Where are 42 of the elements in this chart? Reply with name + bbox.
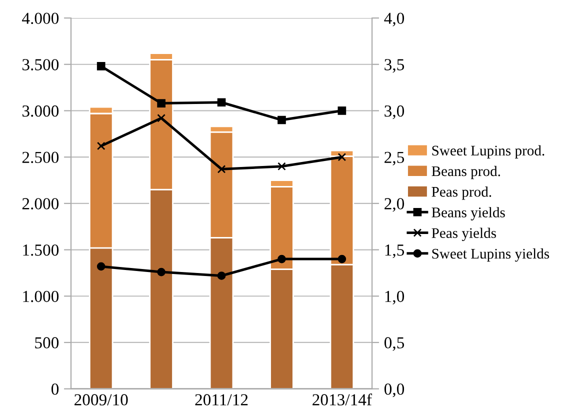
y2-tick-label: 1,5 (385, 244, 404, 258)
y-tick-label: 1.000 (23, 290, 59, 302)
y2-tick-label: 2,5 (384, 152, 404, 166)
y-tick-label: 1.500 (23, 244, 59, 256)
y-tick-label: 3.500 (22, 59, 59, 70)
y2-tick-label: 3,5 (384, 59, 404, 73)
x-tick-label: 2009/10 (74, 394, 128, 406)
point (338, 254, 346, 264)
point (157, 268, 166, 276)
point (338, 152, 346, 162)
y-tick-label: 3.000 (22, 105, 59, 117)
point (96, 262, 106, 271)
legend-label: Sweet Lupins prod. (432, 145, 544, 159)
x-tick-label: 2011/12 (195, 394, 248, 406)
legend-label: Beans prod. (432, 166, 500, 180)
point (217, 164, 226, 174)
point (278, 254, 286, 264)
point (157, 114, 166, 122)
legend-label: Beans yields (432, 207, 505, 220)
legend-label: Peas prod. (432, 186, 492, 200)
y-tick-label: 4.000 (22, 12, 59, 24)
x-tick-label: 2013/14f (312, 394, 372, 406)
point (217, 98, 226, 107)
y2-tick-label: 0,0 (384, 384, 404, 398)
y-tick-label: 2.500 (22, 152, 59, 164)
point (96, 142, 106, 150)
point (338, 106, 346, 115)
point (278, 116, 286, 124)
legend-label: Peas yields (432, 228, 496, 242)
legend-label: Sweet Lupins yields (432, 248, 550, 262)
y-tick-label: 2.000 (22, 198, 59, 210)
y2-tick-label: 1,0 (385, 290, 404, 304)
point (157, 99, 166, 108)
point (96, 62, 106, 70)
y2-tick-label: 4,0 (384, 12, 404, 26)
y-tick-label: 0 (51, 384, 59, 395)
point (217, 272, 226, 280)
y-tick-label: 500 (35, 337, 59, 348)
y2-tick-label: 0,5 (384, 337, 404, 351)
y2-tick-label: 3,0 (384, 105, 404, 120)
y2-tick-label: 2,0 (384, 198, 404, 212)
point (278, 162, 286, 171)
